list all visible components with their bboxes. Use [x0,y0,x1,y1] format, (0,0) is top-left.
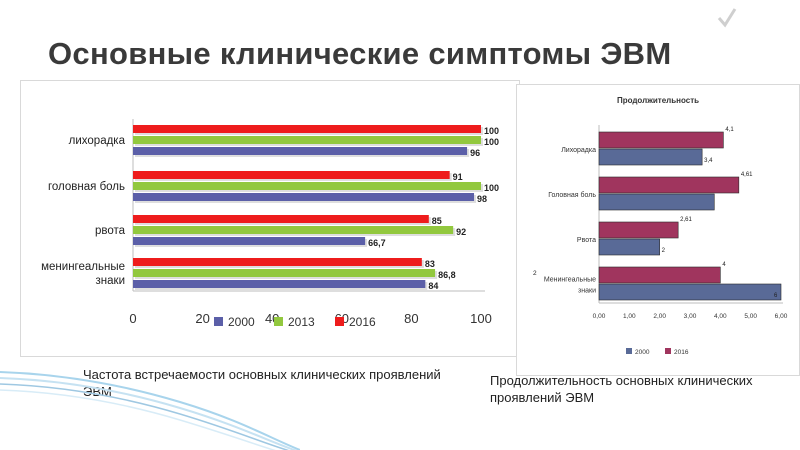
legend-swatch-2013 [274,317,283,326]
legend-label: 2016 [349,315,376,329]
bar-2013 [133,182,481,190]
category-label: Рвота [577,237,596,244]
x-tick-label: 20 [195,311,209,326]
data-label: 83 [425,259,435,269]
frequency-chart-panel: лихорадка 100 100 96 головная боль 91 100 98 рво… [20,80,520,357]
data-label: 96 [470,148,480,158]
bar-2016 [133,258,422,266]
legend-label: 2013 [288,315,315,329]
category-label: Лихорадка [561,147,596,154]
bar-2000 [133,147,468,155]
data-label: 3,4 [704,158,713,164]
data-label: 100 [484,183,499,193]
data-label: 4,61 [741,172,753,178]
duration-chart-panel: Продолжительность Лихорадка 4,1 3,4 Головная… [516,84,800,376]
bar-2016 [598,221,679,239]
data-label: 2 [533,270,537,277]
category-label-line: знаки [96,275,125,287]
bar-2013 [133,136,481,144]
data-label: 100 [484,126,499,136]
bar-2016 [133,215,429,223]
category-label: менингеальные знаки [41,261,125,287]
category-label-line: лихорадка [69,135,126,147]
bar-2013 [133,269,436,277]
bar-2000 [133,280,426,288]
bar-2000 [598,238,660,256]
bar-2000 [133,237,366,245]
data-label: 98 [477,194,487,204]
data-label: 2 [662,248,666,254]
category-label: головная боль [48,181,125,193]
category-label: лихорадка [69,135,126,147]
duration-caption: Продолжительность основных клинических п… [490,373,753,405]
category-label-line: Менингеальные [544,277,596,284]
bar-2016 [598,131,724,149]
data-label: 92 [456,227,466,237]
data-label: 2,61 [680,217,692,223]
x-tick-label: 5,00 [744,313,757,320]
data-label: 100 [484,137,499,147]
category-label-line: менингеальные [41,261,125,273]
category-label-line: рвота [95,225,126,237]
data-label: 91 [453,172,463,182]
category-label: Менингеальные знаки [544,277,596,295]
data-label: 85 [432,216,442,226]
x-tick-label: 0 [129,311,136,326]
data-label: 4,1 [725,127,734,133]
x-tick-label: 3,00 [684,313,697,320]
x-tick-label: 4,00 [714,313,727,320]
duration-chart: Продолжительность Лихорадка 4,1 3,4 Головная… [533,96,788,356]
category-label-line: Рвота [577,237,596,244]
category-label: Головная боль [548,191,596,199]
category-label-line: головная боль [48,181,125,193]
bar-2013 [133,226,454,234]
checkmark-decoration [717,8,737,28]
data-label: 66,7 [368,238,386,248]
x-tick-label: 80 [404,311,418,326]
category-label-line: Головная боль [548,191,596,199]
bar-2016 [598,266,721,284]
bar-2000 [598,283,782,301]
data-label: 6 [774,293,778,299]
legend-swatch-2016 [665,348,671,354]
legend-swatch-2000 [626,348,632,354]
category-label-line: знаки [578,288,596,295]
x-tick-label: 0,00 [593,313,606,320]
legend-label: 2000 [635,349,650,356]
bar-2000 [133,193,475,201]
bar-2000 [598,148,703,166]
legend-label: 2000 [228,315,255,329]
x-tick-label: 2,00 [653,313,666,320]
bar-2016 [133,125,481,133]
category-label-line: Лихорадка [561,147,596,154]
bar-2016 [598,176,740,194]
wave-decoration [0,371,300,450]
x-tick-label: 100 [470,311,492,326]
legend-swatch-2016 [335,317,344,326]
data-label: 84 [428,281,438,291]
legend-label: 2016 [674,349,689,356]
legend-swatch-2000 [214,317,223,326]
data-label: 86,8 [438,270,456,280]
category-label: рвота [95,225,126,237]
bar-2000 [598,193,715,211]
x-tick-label: 1,00 [623,313,636,320]
chart-title: Продолжительность [617,96,699,105]
page-title: Основные клинические симптомы ЭВМ [48,36,672,71]
data-label: 4 [722,262,726,268]
x-tick-label: 6,00 [775,313,788,320]
bar-2016 [133,171,450,179]
